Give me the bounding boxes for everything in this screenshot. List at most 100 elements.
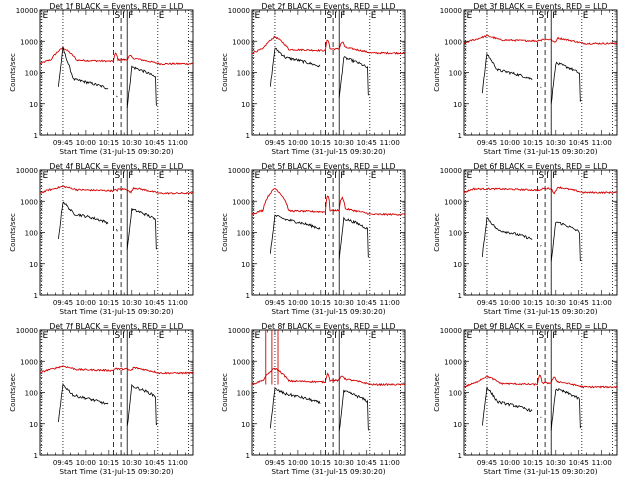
x-tick-label: 10:45 xyxy=(145,139,165,147)
y-tick-label: 100 xyxy=(449,70,462,78)
series-lld-red xyxy=(39,185,194,195)
x-tick-label: 11:00 xyxy=(592,139,612,147)
y-tick-label: 10000 xyxy=(228,327,250,335)
y-axis-label: Counts/sec xyxy=(9,213,17,252)
y-tick-label: 100 xyxy=(237,70,250,78)
panel-det-9: Det 9f BLACK = Events, RED = LLD 1 10 100 10… xyxy=(433,322,618,476)
marker-label: F xyxy=(552,171,557,181)
y-tick-label: 100 xyxy=(25,230,38,238)
marker-label: S xyxy=(326,331,332,341)
panel-title: Det 4f BLACK = Events, RED = LLD xyxy=(50,162,184,171)
series-lld-red xyxy=(252,35,406,55)
marker-label: E xyxy=(371,331,377,341)
x-tick-label: 10:15 xyxy=(523,299,543,307)
panel-title: Det 2f BLACK = Events, RED = LLD xyxy=(262,2,396,11)
y-tick-label: 100 xyxy=(25,390,38,398)
marker-label: S xyxy=(114,11,120,21)
panel-det-3: Det 3f BLACK = Events, RED = LLD 1 10 100 10… xyxy=(433,2,618,156)
x-tick-label: 11:00 xyxy=(168,459,188,467)
marker-label: I xyxy=(334,11,337,21)
panel-title: Det 9f BLACK = Events, RED = LLD xyxy=(474,322,608,331)
y-tick-label: 1 xyxy=(246,452,250,460)
x-axis-label: Start Time (31-Jul-15 09:30:20) xyxy=(271,467,385,476)
x-tick-label: 10:30 xyxy=(334,459,354,467)
y-tick-label: 10 xyxy=(241,261,250,269)
x-axis-label: Start Time (31-Jul-15 09:30:20) xyxy=(271,147,385,156)
y-tick-label: 1 xyxy=(34,292,38,300)
x-tick-label: 10:45 xyxy=(145,299,165,307)
x-tick-label: 10:00 xyxy=(500,459,520,467)
panel-det-1: Det 1f BLACK = Events, RED = LLD 1 10 100 10… xyxy=(9,2,194,156)
series-events-black xyxy=(58,382,158,427)
y-tick-label: 10000 xyxy=(16,7,38,15)
y-tick-label: 10000 xyxy=(228,167,250,175)
marker-label: E xyxy=(159,171,165,181)
x-axis-label: Start Time (31-Jul-15 09:30:20) xyxy=(483,467,597,476)
x-tick-label: 09:45 xyxy=(265,459,285,467)
y-tick-label: 1 xyxy=(34,132,38,140)
x-tick-label: 09:45 xyxy=(265,299,285,307)
x-tick-label: 10:45 xyxy=(357,139,377,147)
series-lld-red xyxy=(39,365,194,375)
y-tick-label: 10 xyxy=(29,101,38,109)
panel-title: Det 1f BLACK = Events, RED = LLD xyxy=(50,2,184,11)
x-tick-label: 10:45 xyxy=(357,299,377,307)
x-tick-label: 10:00 xyxy=(500,139,520,147)
x-tick-label: 10:45 xyxy=(569,139,589,147)
panel-det-7: Det 7f BLACK = Events, RED = LLD 1 10 100 10… xyxy=(9,322,194,476)
x-tick-label: 10:00 xyxy=(76,139,96,147)
panel-title: Det 5f BLACK = Events, RED = LLD xyxy=(262,162,396,171)
y-tick-label: 1000 xyxy=(444,198,462,206)
y-tick-label: 100 xyxy=(449,390,462,398)
y-tick-label: 10 xyxy=(29,421,38,429)
marker-label: F xyxy=(340,11,345,21)
x-tick-label: 11:00 xyxy=(380,139,400,147)
x-tick-label: 10:45 xyxy=(357,459,377,467)
y-tick-label: 10000 xyxy=(228,7,250,15)
x-tick-label: 11:00 xyxy=(168,299,188,307)
marker-label: I xyxy=(546,331,549,341)
marker-label: I xyxy=(122,331,125,341)
x-tick-label: 10:15 xyxy=(523,139,543,147)
x-tick-label: 09:45 xyxy=(53,139,73,147)
y-tick-label: 1 xyxy=(34,452,38,460)
y-tick-label: 100 xyxy=(449,230,462,238)
marker-label: F xyxy=(128,171,133,181)
panel-title: Det 8f BLACK = Events, RED = LLD xyxy=(262,322,396,331)
panel-title: Det 7f BLACK = Events, RED = LLD xyxy=(50,322,184,331)
y-tick-label: 1000 xyxy=(20,38,38,46)
x-tick-label: 11:00 xyxy=(168,139,188,147)
y-tick-label: 1 xyxy=(246,292,250,300)
x-tick-label: 10:15 xyxy=(99,459,119,467)
marker-label: E xyxy=(467,11,473,21)
y-tick-label: 1000 xyxy=(20,198,38,206)
y-tick-label: 1 xyxy=(458,132,462,140)
panel-det-8: Det 8f BLACK = Events, RED = LLD 1 10 100 10… xyxy=(221,322,406,476)
x-tick-label: 10:45 xyxy=(569,299,589,307)
marker-label: E xyxy=(583,331,589,341)
x-tick-label: 10:00 xyxy=(288,459,308,467)
x-axis-label: Start Time (31-Jul-15 09:30:20) xyxy=(271,307,385,316)
marker-label: S xyxy=(326,171,332,181)
x-axis-label: Start Time (31-Jul-15 09:30:20) xyxy=(59,307,173,316)
marker-label: I xyxy=(334,171,337,181)
panel-title: Det 3f BLACK = Events, RED = LLD xyxy=(474,2,608,11)
y-tick-label: 10000 xyxy=(440,167,462,175)
x-tick-label: 10:15 xyxy=(99,139,119,147)
series-events-black xyxy=(482,386,582,431)
series-lld-red xyxy=(463,34,618,45)
y-tick-label: 1000 xyxy=(444,358,462,366)
x-tick-label: 10:00 xyxy=(76,299,96,307)
y-tick-label: 1000 xyxy=(232,358,250,366)
x-tick-label: 10:15 xyxy=(99,299,119,307)
y-tick-label: 100 xyxy=(237,390,250,398)
x-tick-label: 10:15 xyxy=(311,139,331,147)
series-events-black xyxy=(58,201,157,250)
marker-label: I xyxy=(122,11,125,21)
x-tick-label: 10:00 xyxy=(500,299,520,307)
y-tick-label: 100 xyxy=(25,70,38,78)
panel-title: Det 6f BLACK = Events, RED = LLD xyxy=(474,162,608,171)
series-lld-red xyxy=(39,46,194,66)
x-tick-label: 11:00 xyxy=(592,459,612,467)
